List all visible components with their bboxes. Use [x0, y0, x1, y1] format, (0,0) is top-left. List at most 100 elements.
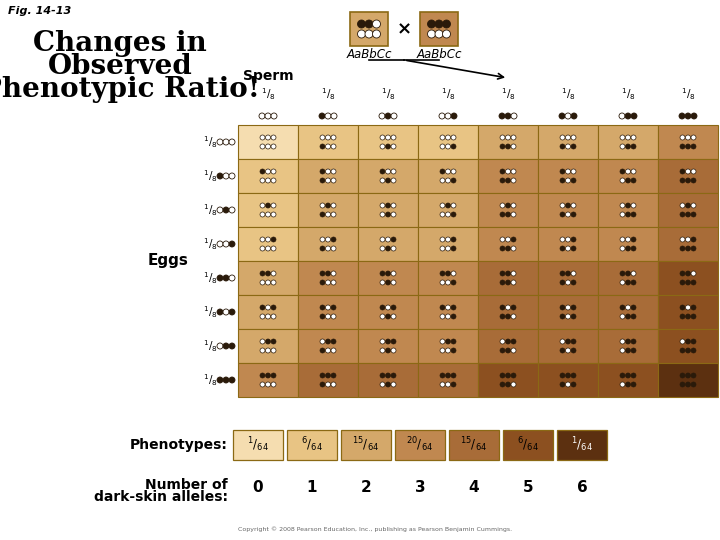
Circle shape [631, 135, 636, 140]
Circle shape [229, 139, 235, 145]
Bar [658, 159, 718, 193]
Text: 5: 5 [523, 480, 534, 495]
Text: $^{6}$/$_{64}$: $^{6}$/$_{64}$ [301, 436, 323, 454]
Circle shape [626, 203, 631, 208]
Circle shape [680, 305, 685, 310]
Circle shape [391, 212, 396, 217]
Circle shape [571, 169, 576, 174]
Circle shape [440, 348, 445, 353]
Circle shape [385, 339, 390, 344]
Circle shape [500, 348, 505, 353]
Circle shape [229, 275, 235, 281]
Text: AaBbCc: AaBbCc [416, 48, 462, 61]
Text: $\mathregular{^1/_8}$: $\mathregular{^1/_8}$ [680, 86, 696, 102]
Circle shape [372, 20, 380, 28]
Circle shape [565, 203, 570, 208]
Circle shape [266, 314, 271, 319]
Circle shape [571, 246, 576, 251]
Circle shape [320, 203, 325, 208]
Circle shape [620, 348, 625, 353]
Circle shape [391, 144, 396, 149]
Circle shape [385, 280, 390, 285]
Circle shape [266, 212, 271, 217]
Circle shape [560, 203, 565, 208]
Circle shape [320, 144, 325, 149]
Circle shape [391, 382, 396, 387]
Circle shape [440, 339, 445, 344]
Circle shape [511, 314, 516, 319]
Circle shape [260, 348, 265, 353]
Circle shape [385, 348, 390, 353]
Text: $^{15}$/$_{64}$: $^{15}$/$_{64}$ [353, 436, 379, 454]
Circle shape [266, 280, 271, 285]
Circle shape [505, 237, 510, 242]
Circle shape [451, 348, 456, 353]
Circle shape [505, 178, 510, 183]
Circle shape [626, 339, 631, 344]
Circle shape [505, 280, 510, 285]
Circle shape [320, 339, 325, 344]
Circle shape [266, 237, 271, 242]
Circle shape [385, 113, 391, 119]
Circle shape [631, 382, 636, 387]
Circle shape [685, 280, 690, 285]
Circle shape [626, 237, 631, 242]
Circle shape [685, 135, 690, 140]
Circle shape [691, 314, 696, 319]
Circle shape [320, 135, 325, 140]
Circle shape [571, 382, 576, 387]
Circle shape [331, 113, 337, 119]
Circle shape [680, 203, 685, 208]
Circle shape [385, 305, 390, 310]
Circle shape [620, 339, 625, 344]
Bar [538, 193, 598, 227]
Circle shape [260, 314, 265, 319]
Text: 3: 3 [415, 480, 426, 495]
Circle shape [271, 348, 276, 353]
Circle shape [391, 314, 396, 319]
Circle shape [571, 237, 576, 242]
Circle shape [626, 348, 631, 353]
Bar [598, 125, 658, 159]
Circle shape [446, 169, 451, 174]
Circle shape [271, 373, 276, 378]
Circle shape [380, 382, 385, 387]
Circle shape [680, 314, 685, 319]
Circle shape [223, 207, 229, 213]
Circle shape [446, 144, 451, 149]
Text: $\mathregular{^1/_8}$: $\mathregular{^1/_8}$ [621, 86, 635, 102]
Circle shape [385, 203, 390, 208]
Circle shape [446, 135, 451, 140]
Circle shape [380, 178, 385, 183]
Bar [658, 227, 718, 261]
Circle shape [505, 144, 510, 149]
Bar [238, 363, 298, 397]
Circle shape [331, 246, 336, 251]
Bar [358, 295, 418, 329]
Bar [298, 295, 358, 329]
Circle shape [446, 178, 451, 183]
Circle shape [266, 178, 271, 183]
Circle shape [266, 246, 271, 251]
Circle shape [500, 212, 505, 217]
Text: Number of: Number of [145, 478, 228, 492]
Circle shape [500, 305, 505, 310]
Circle shape [505, 339, 510, 344]
Bar [298, 363, 358, 397]
Circle shape [451, 203, 456, 208]
Circle shape [680, 373, 685, 378]
Circle shape [229, 241, 235, 247]
Circle shape [631, 169, 636, 174]
Circle shape [565, 246, 570, 251]
Circle shape [266, 305, 271, 310]
Circle shape [626, 144, 631, 149]
Circle shape [685, 169, 690, 174]
Circle shape [626, 169, 631, 174]
Text: Observed: Observed [48, 53, 192, 80]
Circle shape [565, 271, 570, 276]
Circle shape [271, 246, 276, 251]
Circle shape [266, 203, 271, 208]
Circle shape [271, 382, 276, 387]
Circle shape [571, 280, 576, 285]
Circle shape [631, 280, 636, 285]
